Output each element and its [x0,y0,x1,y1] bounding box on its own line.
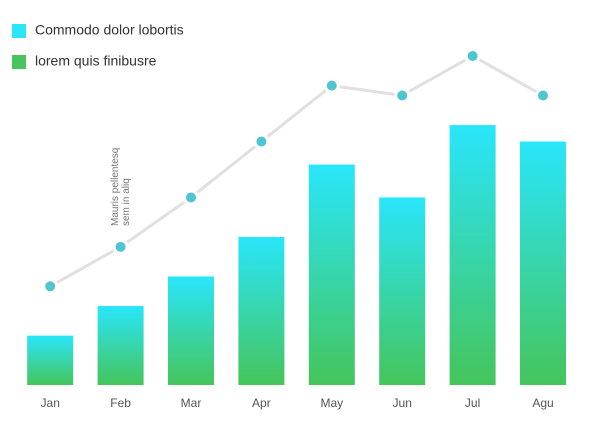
dot [112,238,129,255]
dot [253,133,270,150]
x-tick-label: Jan [41,396,60,410]
dot [323,77,340,94]
dot [42,278,59,295]
bar [520,141,566,385]
bar [168,276,214,385]
legend-label: lorem quis finibusre [35,53,157,69]
annotation: Mauris pellentesq sem in aliq [110,148,132,226]
dot [535,87,551,104]
legend-swatch [12,55,26,69]
bar [27,335,74,385]
x-tick-label: Feb [110,396,131,410]
bar [449,125,496,385]
x-tick-label: Agu [532,396,553,410]
dot [183,189,199,206]
x-tick-label: Apr [252,396,271,410]
legend-label: Commodo dolor lobortis [35,22,184,38]
bar [308,164,355,385]
annotation-line: Mauris pellentesq [110,148,121,226]
x-tick-label: Jul [465,396,480,410]
x-tick-label: Jun [393,396,412,410]
bar [97,306,144,385]
line [49,54,544,288]
bar [379,197,426,385]
x-tick-label: Mar [181,396,202,410]
dot [464,48,481,64]
x-tick-label: May [320,396,343,410]
bar [238,236,285,385]
dot [394,87,411,104]
annotation-line: sem in aliq [121,178,132,226]
legend-swatch [12,24,26,38]
